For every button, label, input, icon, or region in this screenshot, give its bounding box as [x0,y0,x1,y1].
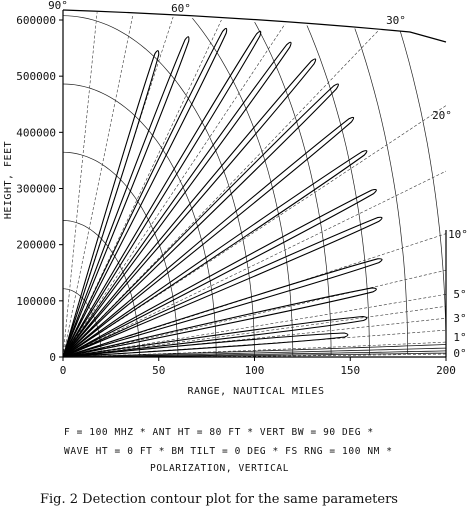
plot-area [63,10,446,357]
angle-line-13 [63,10,446,357]
angle-line-9 [63,98,446,357]
y-tick-label-5: 500000 [16,70,56,83]
angle-label-3: 3° [453,312,466,325]
lobe-10 [63,216,383,357]
x-tick-label-0: 0 [60,364,67,377]
parameter-line-2: WAVE HT = 0 FT * BM TILT = 0 DEG * FS RN… [64,446,393,457]
angle-line-5 [63,292,446,357]
angle-line-6 [63,267,446,357]
angle-label-10: 10° [448,228,468,241]
angle-line-10 [63,10,446,357]
y-tick-label-1: 100000 [16,295,56,308]
angle-label-60: 60° [171,2,191,15]
angle-label-30: 30° [386,14,406,27]
angle-line-4 [63,304,446,357]
lobe-13 [63,315,368,357]
lobe-3 [63,30,262,357]
range-ring-7 [63,10,370,356]
y-tick-label-3: 300000 [16,183,56,196]
range-ring-2 [63,151,179,357]
lobe-14 [63,332,349,357]
lobe-5 [63,58,317,357]
lobe-8 [63,150,368,357]
y-tick-label-0: 0 [49,351,56,364]
lobe-6 [63,83,339,357]
angle-label-90: 90° [48,0,68,12]
angle-line-11 [63,10,446,357]
lobe-0 [63,50,160,357]
outer-boundary [62,9,447,43]
lobe-12 [63,287,377,357]
x-axis-label: RANGE, NAUTICAL MILES [188,386,325,397]
angle-label-20: 20° [432,109,452,122]
y-tick-label-6: 600000 [16,14,56,27]
y-axis-label: HEIGHT, FEET [3,141,14,219]
x-tick-label-2: 100 [245,364,265,377]
lobe-2 [63,27,228,357]
angle-label-0: 0° [453,347,466,360]
lobe-1 [63,36,190,357]
low-angle-line-2 [63,347,446,357]
x-tick-label-4: 200 [436,364,456,377]
lobe-11 [63,258,383,357]
coverage-chart: 0 50 100 150 200 0 100000 200000 300000 400000 500… [3,0,468,397]
angle-label-5: 5° [453,288,466,301]
lobe-9 [63,188,377,357]
y-tick-label-4: 400000 [16,126,56,139]
y-tick-label-2: 200000 [16,239,56,252]
angle-line-14 [63,10,446,357]
angle-line-12 [63,10,446,357]
angle-label-1: 1° [453,331,466,344]
axes: 0 50 100 150 200 0 100000 200000 300000 400000 500… [16,9,456,377]
range-ring-3 [63,83,217,357]
angle-line-15 [63,10,446,357]
angle-line-8 [63,166,446,357]
low-angle-line-3 [63,343,446,357]
x-tick-label-1: 50 [152,364,165,377]
parameter-line-1: F = 100 MHZ * ANT HT = 80 FT * VERT BW =… [64,427,374,438]
parameter-line-3: POLARIZATION, VERTICAL [150,463,290,474]
low-angle-line-1 [63,350,446,357]
lobe-7 [63,116,355,357]
figure-caption: Fig. 2 Detection contour plot for the sa… [40,492,398,507]
x-tick-label-3: 150 [340,364,360,377]
lobe-4 [63,41,292,357]
